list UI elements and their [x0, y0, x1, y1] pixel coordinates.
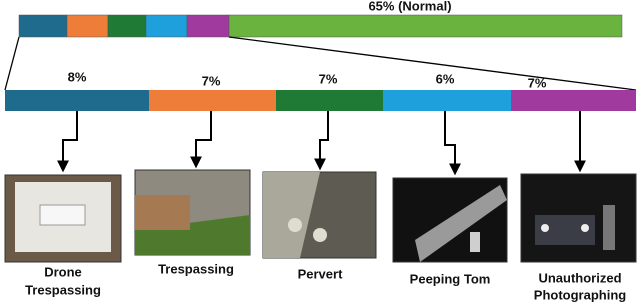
caption: Pervert [298, 266, 343, 281]
zoom-line [228, 36, 637, 91]
segment [107, 14, 147, 38]
segment [66, 14, 109, 38]
segment [18, 14, 68, 38]
arrow [444, 111, 461, 176]
arrow [314, 111, 329, 171]
arrow [57, 111, 78, 173]
caption: Photographing [534, 287, 626, 302]
image [262, 171, 377, 259]
segment [276, 90, 383, 111]
image [4, 174, 122, 263]
percent-label: 7% [319, 71, 338, 86]
normal-label: 65% (Normal) [368, 0, 451, 13]
image [392, 177, 508, 263]
caption: Peeping Tom [410, 271, 491, 286]
segment [186, 14, 230, 38]
segment [228, 14, 623, 38]
segment [5, 90, 149, 111]
caption: Trespassing [158, 261, 234, 276]
percent-label: 7% [528, 75, 547, 90]
segment [511, 90, 636, 111]
percent-label: 6% [436, 71, 455, 86]
caption: Unauthorized [538, 270, 621, 285]
image [520, 173, 637, 263]
breakdown-bar [5, 90, 636, 111]
image [134, 169, 251, 256]
segment [383, 90, 511, 111]
arrow [190, 111, 212, 169]
percent-label: 8% [68, 69, 87, 84]
overview-bar [18, 14, 623, 38]
percent-label: 7% [202, 73, 221, 88]
segment [149, 90, 276, 111]
zoom-line [4, 36, 20, 91]
caption: Drone [44, 264, 82, 279]
segment [145, 14, 188, 38]
caption: Trespassing [25, 282, 101, 297]
